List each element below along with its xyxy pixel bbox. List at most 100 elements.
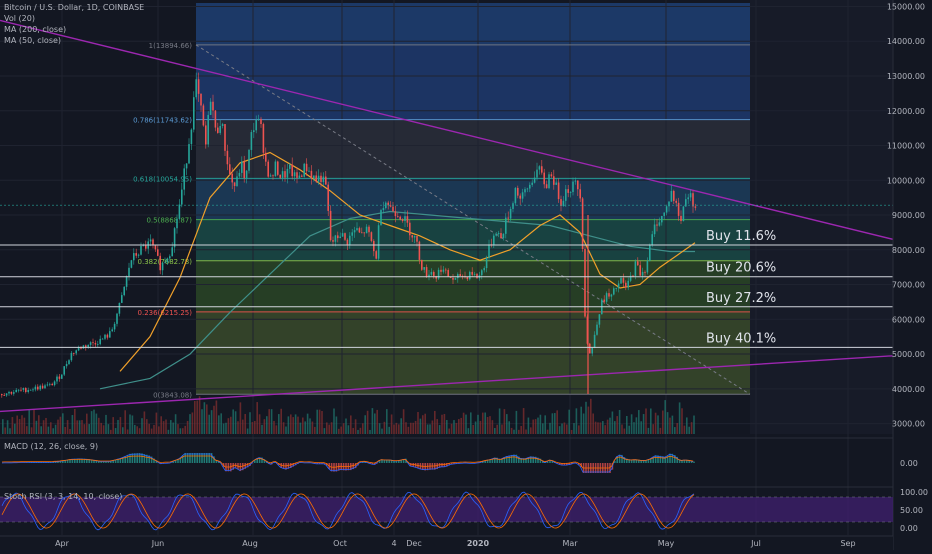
macd-label[interactable]: MACD (12, 26, close, 9) bbox=[4, 442, 98, 452]
volume-bar bbox=[292, 417, 294, 434]
volume-bar bbox=[319, 410, 321, 434]
volume-bar bbox=[516, 411, 518, 434]
volume-bar bbox=[309, 418, 311, 434]
candle-body bbox=[68, 360, 70, 364]
volume-bar bbox=[489, 416, 491, 434]
volume-bar bbox=[213, 406, 215, 434]
indicator-ma200[interactable]: MA (200, close) bbox=[4, 25, 66, 35]
candle-body bbox=[284, 171, 286, 177]
candle-body bbox=[656, 225, 658, 226]
volume-bar bbox=[19, 419, 21, 434]
volume-bar bbox=[72, 415, 74, 434]
volume-bar bbox=[458, 419, 460, 434]
candle-body bbox=[61, 375, 63, 379]
time-tick-label: Sep bbox=[840, 539, 855, 548]
candle-body bbox=[500, 233, 502, 238]
volume-bar bbox=[537, 418, 539, 434]
volume-bar bbox=[494, 428, 496, 434]
candle-body bbox=[695, 206, 697, 207]
candle-body bbox=[246, 171, 248, 178]
volume-bar bbox=[156, 413, 158, 434]
volume-bar bbox=[192, 412, 194, 434]
candle-body bbox=[356, 228, 358, 230]
candle-body bbox=[687, 197, 689, 199]
macd-histogram-bar bbox=[132, 453, 134, 463]
volume-bar bbox=[664, 400, 666, 434]
volume-bar bbox=[446, 420, 448, 434]
candle-body bbox=[169, 256, 171, 258]
candle-body bbox=[15, 390, 17, 392]
candle-body bbox=[114, 324, 116, 330]
volume-bar bbox=[108, 424, 110, 434]
volume-bar bbox=[316, 410, 318, 434]
candle-body bbox=[315, 175, 317, 181]
candle-body bbox=[625, 283, 627, 288]
candle-body bbox=[507, 218, 509, 219]
macd-histogram-bar bbox=[134, 453, 136, 463]
fib-zone bbox=[196, 120, 750, 179]
volume-bar bbox=[110, 430, 112, 434]
candle-body bbox=[455, 278, 457, 280]
candle-body bbox=[205, 125, 207, 144]
volume-bar bbox=[573, 423, 575, 434]
candle-body bbox=[572, 182, 574, 192]
volume-bar bbox=[91, 411, 93, 434]
candle-body bbox=[567, 189, 569, 193]
candle-body bbox=[613, 288, 615, 294]
candle-body bbox=[383, 208, 385, 210]
volume-bar bbox=[242, 420, 244, 434]
volume-bar bbox=[412, 423, 414, 434]
candle-body bbox=[99, 339, 101, 344]
volume-bar bbox=[432, 421, 434, 434]
volume-bar bbox=[295, 414, 297, 434]
candle-body bbox=[200, 94, 202, 106]
volume-bar bbox=[338, 429, 340, 434]
volume-bar bbox=[588, 407, 590, 434]
fib-label: 1(13894.66) bbox=[149, 42, 193, 50]
fib-zone bbox=[196, 220, 750, 261]
time-tick-label: Oct bbox=[333, 539, 347, 548]
candle-body bbox=[659, 222, 661, 225]
stoch-tick-label: 100.00 bbox=[900, 488, 928, 497]
volume-bar bbox=[62, 413, 64, 434]
stoch-label[interactable]: Stoch RSI (3, 3, 14, 10, close) bbox=[4, 492, 122, 502]
candle-body bbox=[267, 162, 269, 177]
candle-body bbox=[39, 386, 41, 390]
macd-histogram-bar bbox=[192, 453, 194, 463]
candle-body bbox=[577, 180, 579, 189]
volume-bar bbox=[278, 414, 280, 434]
indicator-vol[interactable]: Vol (20) bbox=[4, 14, 35, 24]
candle-body bbox=[512, 203, 514, 209]
candle-body bbox=[536, 170, 538, 178]
candle-body bbox=[75, 350, 77, 353]
volume-bar bbox=[64, 427, 66, 434]
candle-body bbox=[179, 205, 181, 219]
volume-bar bbox=[427, 424, 429, 434]
volume-bar bbox=[624, 429, 626, 434]
macd-histogram-bar bbox=[187, 453, 189, 463]
volume-bar bbox=[609, 418, 611, 434]
volume-bar bbox=[326, 422, 328, 434]
candle-body bbox=[483, 268, 485, 270]
volume-bar bbox=[360, 428, 362, 434]
volume-bar bbox=[7, 420, 9, 434]
candle-body bbox=[102, 339, 104, 340]
volume-bar bbox=[374, 413, 376, 434]
candle-body bbox=[1, 394, 3, 395]
indicator-ma50[interactable]: MA (50, close) bbox=[4, 36, 61, 46]
volume-bar bbox=[196, 401, 198, 434]
volume-bar bbox=[448, 429, 450, 434]
volume-bar bbox=[247, 429, 249, 434]
volume-bar bbox=[2, 419, 4, 434]
volume-bar bbox=[204, 402, 206, 434]
volume-bar bbox=[244, 414, 246, 434]
volume-bar bbox=[508, 421, 510, 434]
candle-body bbox=[692, 193, 694, 206]
volume-bar bbox=[141, 418, 143, 434]
volume-bar bbox=[672, 416, 674, 434]
volume-bar bbox=[9, 428, 11, 434]
time-tick-label: Aug bbox=[242, 539, 258, 548]
candle-body bbox=[320, 176, 322, 182]
